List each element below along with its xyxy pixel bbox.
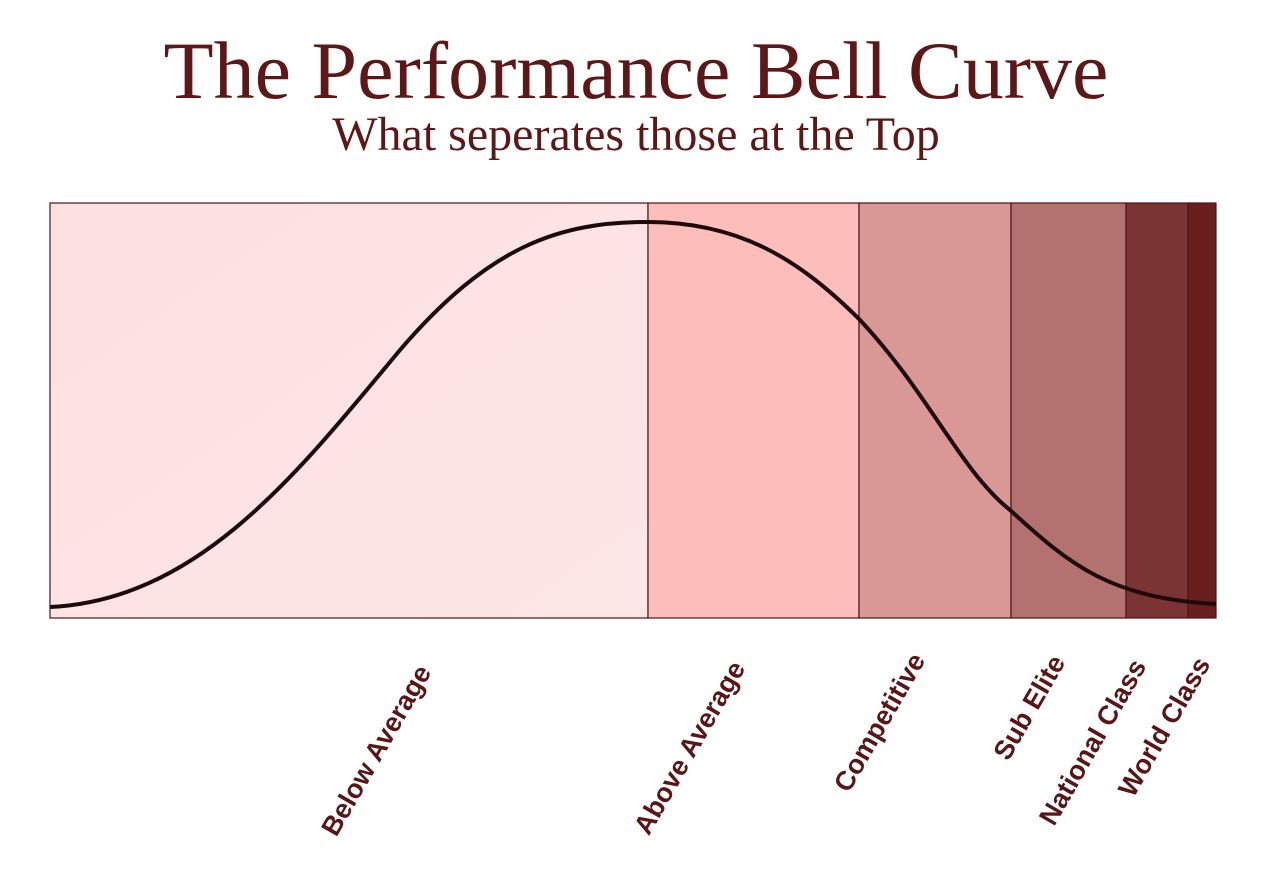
zone [1010, 202, 1127, 619]
zone [1187, 202, 1217, 619]
zone [647, 202, 860, 619]
zone-label: Above Average [628, 656, 751, 840]
zone-label: Sub Elite [987, 650, 1071, 765]
zones [49, 202, 1217, 619]
bell-curve [49, 219, 1217, 609]
zone [858, 202, 1012, 619]
zone-label: Below Average [315, 660, 437, 841]
zone [1125, 202, 1189, 619]
zone-label: Competitive [828, 648, 931, 797]
title: The Performance Bell Curve [164, 25, 1109, 116]
subtitle: What seperates those at the Top [332, 108, 940, 161]
